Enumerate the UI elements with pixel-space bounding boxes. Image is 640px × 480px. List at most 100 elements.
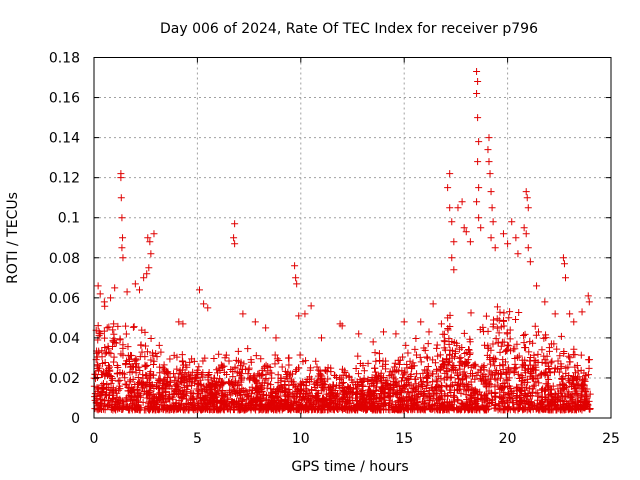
data-point — [501, 347, 509, 355]
data-point — [488, 204, 496, 212]
data-point — [177, 393, 185, 401]
data-point — [122, 322, 130, 330]
data-point — [392, 405, 400, 413]
data-point — [551, 310, 559, 318]
data-point — [237, 394, 245, 402]
data-point — [119, 234, 127, 242]
data-point — [152, 404, 160, 412]
data-point — [562, 369, 570, 377]
data-point — [514, 250, 522, 258]
data-point — [566, 354, 574, 362]
data-point — [474, 114, 482, 122]
data-point — [467, 378, 475, 386]
data-point — [549, 382, 557, 390]
data-point — [285, 354, 293, 362]
data-point — [475, 138, 483, 146]
data-point — [193, 366, 201, 374]
data-point — [281, 367, 289, 375]
data-point — [339, 384, 347, 392]
data-point — [371, 349, 379, 357]
data-point — [327, 368, 335, 376]
data-point — [430, 387, 438, 395]
data-point — [244, 370, 252, 378]
data-point — [304, 394, 312, 402]
data-point — [424, 340, 432, 348]
data-point — [192, 374, 200, 382]
data-point — [270, 402, 278, 410]
data-point — [296, 386, 304, 394]
data-point — [393, 390, 401, 398]
data-point — [221, 354, 229, 362]
data-point — [114, 377, 122, 385]
data-point — [551, 364, 559, 372]
data-point — [538, 346, 546, 354]
x-tick-label: 5 — [193, 431, 202, 447]
data-point — [424, 371, 432, 379]
data-point — [339, 395, 347, 403]
data-point — [554, 385, 562, 393]
data-point — [380, 373, 388, 381]
data-point — [427, 384, 435, 392]
data-point — [172, 390, 180, 398]
data-point — [446, 204, 454, 212]
data-point — [369, 389, 377, 397]
data-point — [97, 395, 105, 403]
data-point — [231, 220, 239, 228]
data-point — [105, 362, 113, 370]
data-point — [517, 394, 525, 402]
data-point — [433, 378, 441, 386]
data-point — [317, 371, 325, 379]
data-point — [241, 406, 249, 414]
data-point — [94, 362, 102, 370]
data-point — [441, 361, 449, 369]
data-point — [258, 406, 266, 414]
data-point — [210, 355, 218, 363]
data-point — [486, 356, 494, 364]
data-point — [95, 347, 103, 355]
data-point — [313, 363, 321, 371]
data-point — [113, 362, 121, 370]
data-point — [511, 360, 519, 368]
data-point — [460, 224, 468, 232]
data-point — [355, 330, 363, 338]
data-point — [375, 350, 383, 358]
data-point — [526, 353, 534, 361]
data-point — [585, 397, 593, 405]
data-point — [413, 370, 421, 378]
data-point — [253, 380, 261, 388]
data-point — [471, 389, 479, 397]
data-point — [403, 376, 411, 384]
data-point — [485, 134, 493, 142]
data-point — [150, 230, 158, 238]
data-point — [119, 351, 127, 359]
x-axis-label: GPS time / hours — [291, 459, 408, 475]
data-point — [140, 274, 148, 282]
data-point — [571, 363, 579, 371]
data-point — [183, 385, 191, 393]
data-point — [499, 362, 507, 370]
data-point — [252, 400, 260, 408]
data-point — [156, 405, 164, 413]
data-point — [292, 368, 300, 376]
plot-frame — [93, 57, 612, 419]
data-point — [200, 394, 208, 402]
y-tick-label: 0.02 — [49, 371, 80, 387]
data-point — [126, 378, 134, 386]
data-point — [551, 398, 559, 406]
data-point — [379, 362, 387, 370]
data-point — [284, 400, 292, 408]
data-point — [142, 390, 150, 398]
data-point — [454, 204, 462, 212]
data-point — [584, 356, 592, 364]
data-point — [522, 344, 530, 352]
data-point — [353, 378, 361, 386]
data-point — [331, 397, 339, 405]
y-tick-label: 0.06 — [49, 291, 80, 307]
data-point — [105, 401, 113, 409]
data-point — [268, 374, 276, 382]
data-point — [249, 386, 257, 394]
data-point — [100, 298, 108, 306]
data-point — [340, 388, 348, 396]
data-point — [532, 331, 540, 339]
